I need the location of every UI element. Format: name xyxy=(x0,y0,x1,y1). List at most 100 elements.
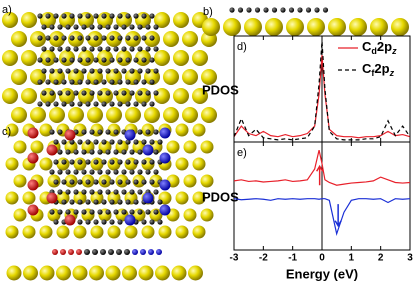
atom xyxy=(93,57,99,63)
spin-density xyxy=(124,129,136,141)
pdos-line xyxy=(233,41,411,141)
atom xyxy=(69,179,75,185)
atom xyxy=(121,24,127,30)
atom xyxy=(125,199,131,205)
atom xyxy=(116,88,132,104)
atom xyxy=(286,18,304,36)
atom xyxy=(65,209,71,215)
atom xyxy=(84,249,90,255)
atom xyxy=(97,209,103,215)
atom xyxy=(175,225,189,239)
atom xyxy=(137,189,143,195)
atom xyxy=(125,101,131,107)
atom xyxy=(89,129,95,135)
atom xyxy=(175,123,189,137)
atom xyxy=(129,46,135,52)
atom xyxy=(105,265,121,281)
atom xyxy=(101,57,107,63)
atom xyxy=(141,139,147,145)
spin-density xyxy=(27,152,39,164)
atom xyxy=(141,35,147,41)
atom xyxy=(11,107,27,123)
atom xyxy=(141,79,147,85)
atom xyxy=(105,68,111,74)
atom xyxy=(39,123,53,137)
atom xyxy=(141,219,147,225)
atom xyxy=(73,169,79,175)
atom xyxy=(391,18,409,36)
atom xyxy=(73,189,79,195)
atom xyxy=(81,129,87,135)
atom xyxy=(133,79,139,85)
atom xyxy=(89,24,95,30)
atom xyxy=(49,68,55,74)
atom xyxy=(13,208,27,222)
atom xyxy=(149,139,155,145)
atom xyxy=(129,149,135,155)
legend-glyph: 2 xyxy=(377,39,384,54)
atom xyxy=(97,88,113,104)
atom xyxy=(155,265,170,281)
atom xyxy=(49,169,55,175)
atom xyxy=(192,157,206,171)
atom xyxy=(108,249,114,255)
atom xyxy=(117,13,123,19)
atom xyxy=(65,68,71,74)
panel-label: b) xyxy=(203,6,213,18)
x-tick-label: 2 xyxy=(378,253,384,264)
x-tick-label: -1 xyxy=(288,253,297,264)
atom xyxy=(37,57,43,63)
atom xyxy=(125,13,131,19)
y-axis-label: PDOS xyxy=(202,82,239,97)
atom xyxy=(37,101,43,107)
atom xyxy=(41,68,47,74)
atom xyxy=(109,159,115,165)
atom xyxy=(121,189,127,195)
spin-density xyxy=(64,129,76,141)
atom xyxy=(192,123,206,137)
legend-glyph: C xyxy=(362,39,372,54)
atom xyxy=(57,68,63,74)
atom xyxy=(39,157,53,171)
atom xyxy=(49,107,65,123)
atom xyxy=(81,46,87,52)
atom xyxy=(101,79,107,85)
atom xyxy=(133,13,139,19)
spin-density xyxy=(27,179,39,191)
atom xyxy=(201,107,217,123)
atom xyxy=(101,35,107,41)
atom xyxy=(69,199,75,205)
atom xyxy=(153,169,159,175)
atom xyxy=(141,179,147,185)
atom xyxy=(5,191,19,205)
atom xyxy=(53,219,59,225)
atom xyxy=(137,68,143,74)
atom xyxy=(41,46,47,52)
atom xyxy=(133,101,139,107)
atom xyxy=(81,149,87,155)
atom xyxy=(107,225,121,239)
atom xyxy=(157,219,163,225)
atom xyxy=(265,18,283,36)
atom xyxy=(137,169,143,175)
atom xyxy=(117,139,123,145)
atom xyxy=(65,46,71,52)
atom xyxy=(85,57,91,63)
atom xyxy=(89,68,95,74)
atom xyxy=(61,101,67,107)
atom xyxy=(97,46,103,52)
atom xyxy=(156,249,162,255)
atom xyxy=(133,159,139,165)
atom xyxy=(57,149,63,155)
atom xyxy=(121,149,127,155)
atom xyxy=(280,7,286,13)
atom xyxy=(101,101,107,107)
spin-density xyxy=(46,192,58,204)
atom xyxy=(61,139,67,145)
legend-glyph: C xyxy=(362,61,372,76)
atom xyxy=(93,159,99,165)
spin-arrow xyxy=(316,164,324,186)
atom xyxy=(21,88,37,104)
atom xyxy=(49,90,55,96)
atom xyxy=(113,90,119,96)
